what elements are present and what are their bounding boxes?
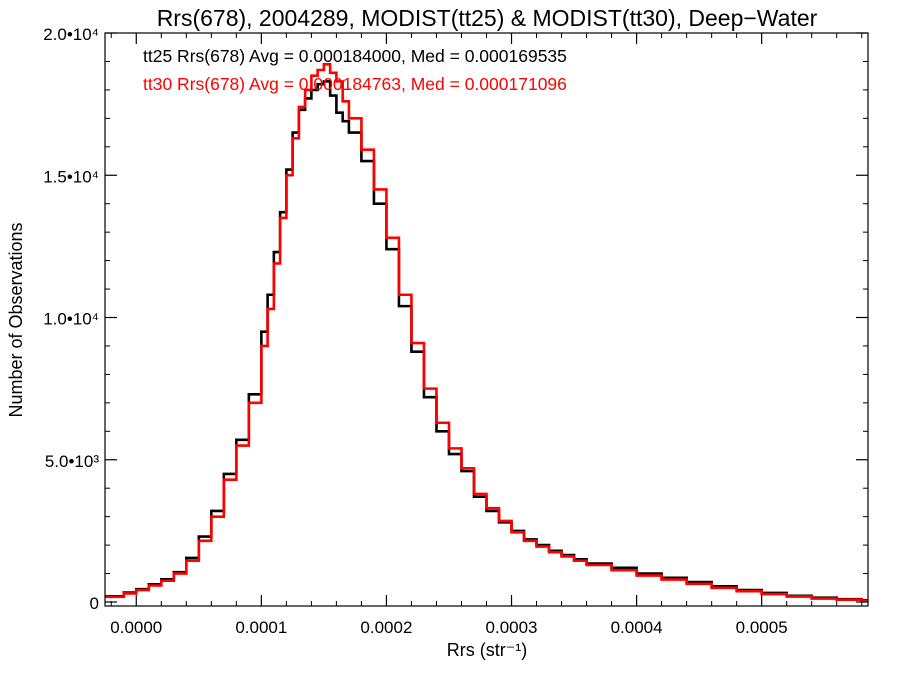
x-tick-label: 0.0004 — [611, 618, 663, 637]
y-tick-label: 5.0•10³ — [45, 452, 99, 471]
x-tick-label: 0.0002 — [360, 618, 412, 637]
stats-annotation-2: tt30 Rrs(678) Avg = 0.000184763, Med = 0… — [143, 74, 567, 94]
series-2-line — [105, 63, 868, 603]
axes-layer: 0.0000 0.0001 0.0002 0.0003 0.0004 0.0005 0 5.0… — [43, 25, 869, 637]
chart-title: Rrs(678), 2004289, MODIST(tt25) & MODIST… — [157, 5, 818, 31]
y-tick-label: 1.0•10⁴ — [43, 310, 99, 329]
x-tick-label: 0.0003 — [486, 618, 538, 637]
y-tick-label: 1.5•10⁴ — [43, 167, 99, 186]
y-tick-label: 0 — [90, 594, 99, 613]
y-axis-label: Number of Observations — [6, 222, 26, 417]
annotation-layer: tt25 Rrs(678) Avg = 0.000184000, Med = 0… — [143, 46, 567, 94]
x-tick-label: 0.0000 — [110, 618, 162, 637]
stats-annotation-1: tt25 Rrs(678) Avg = 0.000184000, Med = 0… — [143, 46, 567, 66]
x-axis-label: Rrs (str⁻¹) — [447, 640, 527, 660]
x-tick-label: 0.0005 — [736, 618, 788, 637]
series-layer — [105, 63, 868, 603]
y-tick-label: 2.0•10⁴ — [43, 25, 99, 44]
series-1-line — [105, 80, 868, 602]
x-tick-label: 0.0001 — [235, 618, 287, 637]
